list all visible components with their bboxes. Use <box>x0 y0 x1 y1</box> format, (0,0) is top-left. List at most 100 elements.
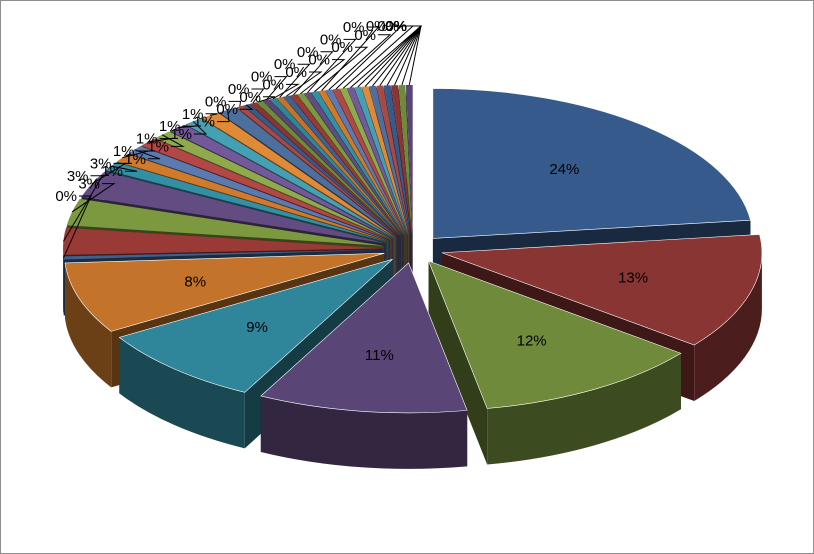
leader-line-20 <box>240 104 254 110</box>
slice-29 <box>304 92 404 236</box>
slice-1 <box>441 234 763 346</box>
slice-43 <box>405 84 413 235</box>
slice-label-18: 1% <box>193 114 215 131</box>
slice-label-27: 0% <box>297 44 319 61</box>
slice-label-9: 3% <box>90 155 112 172</box>
leader-line-11 <box>122 150 149 159</box>
slice-label-7: 3% <box>67 168 89 185</box>
leader-line-32 <box>328 34 392 91</box>
slice-label-38: 0% <box>385 18 407 35</box>
slice-label-36: 0% <box>385 18 407 35</box>
slice-22 <box>256 100 400 237</box>
slice-rim-1-0 <box>694 252 762 402</box>
slice-38 <box>369 85 410 236</box>
slice-label-17: 1% <box>182 106 204 123</box>
slice-label-21: 0% <box>228 81 250 98</box>
leader-line-27 <box>293 51 334 96</box>
slice-20 <box>243 103 399 237</box>
slice-label-11: 1% <box>113 143 135 160</box>
slice-41 <box>391 85 412 235</box>
slice-5 <box>64 252 385 332</box>
slice-label-15: 1% <box>159 118 181 135</box>
slice-label-31: 0% <box>343 19 365 36</box>
slice-label-20: 0% <box>216 101 238 118</box>
leader-line-21 <box>251 88 265 104</box>
slice-15 <box>170 124 393 239</box>
slice-13 <box>141 138 391 240</box>
slice-label-34: 0% <box>377 18 399 35</box>
slice-label-12: 1% <box>124 151 146 168</box>
leader-line-15 <box>177 125 195 129</box>
leader-line-12 <box>134 149 161 160</box>
slice-23 <box>263 99 401 237</box>
slice-label-24: 0% <box>262 76 284 93</box>
slice-35 <box>347 87 408 236</box>
leader-line-29 <box>307 38 357 93</box>
slice-rim-2-0 <box>487 353 681 465</box>
slice-label-32: 0% <box>354 27 376 44</box>
pie-tops <box>63 84 763 414</box>
slice-label-23: 0% <box>251 69 273 86</box>
slice-label-39: 0% <box>385 18 407 35</box>
leader-line-10 <box>110 165 138 172</box>
slice-7 <box>63 227 384 255</box>
slice-label-37: 0% <box>385 18 407 35</box>
slice-19 <box>236 105 399 237</box>
slice-11 <box>116 154 389 242</box>
slice-42 <box>398 84 413 235</box>
slice-34 <box>339 87 408 236</box>
slice-24 <box>269 98 401 237</box>
leader-line-14 <box>161 134 185 147</box>
slice-40 <box>383 85 411 235</box>
slice-14 <box>155 131 392 240</box>
slice-label-5: 8% <box>184 273 206 290</box>
leader-line-22 <box>259 96 276 103</box>
slice-label-16: 1% <box>170 126 192 143</box>
slice-label-8: 3% <box>78 176 100 193</box>
slice-25 <box>276 96 402 236</box>
slice-label-26: 0% <box>285 64 307 81</box>
slice-3 <box>260 262 468 414</box>
slice-label-41: 0% <box>385 18 407 35</box>
slice-label-42: 0% <box>385 18 407 35</box>
slice-27 <box>290 94 403 236</box>
slice-label-19: 0% <box>205 93 227 110</box>
slice-33 <box>332 88 407 236</box>
slice-label-40: 0% <box>385 18 407 35</box>
slice-6 <box>63 249 384 260</box>
slice-0 <box>432 88 751 239</box>
slice-28 <box>297 93 404 236</box>
slice-label-2: 12% <box>517 332 547 349</box>
slice-32 <box>325 89 406 236</box>
leader-line-24 <box>272 83 300 100</box>
slice-rim-4-0 <box>119 337 245 449</box>
slice-16 <box>185 118 395 239</box>
slice-26 <box>283 95 403 236</box>
slice-31 <box>318 90 406 236</box>
slice-rim-3-0 <box>260 395 468 469</box>
leader-line-19 <box>228 100 242 107</box>
slice-21 <box>249 102 400 237</box>
leader-line-13 <box>147 138 172 143</box>
leader-line-25 <box>279 63 311 98</box>
slice-label-43: 0% <box>385 18 407 35</box>
leader-line-8 <box>71 183 116 213</box>
slice-10 <box>106 162 388 242</box>
slice-label-35: 0% <box>385 18 407 35</box>
slice-label-30: 0% <box>331 39 353 56</box>
leader-line-16 <box>192 120 208 135</box>
slice-9 <box>81 171 386 244</box>
slice-label-3: 11% <box>365 347 394 364</box>
slice-label-29: 0% <box>320 31 342 48</box>
slice-label-10: 1% <box>101 163 123 180</box>
leader-line-28 <box>300 59 346 95</box>
slice-label-33: 0% <box>366 18 388 35</box>
slice-12 <box>128 146 390 241</box>
leader-line-31 <box>321 26 380 91</box>
leader-line-9 <box>91 162 128 185</box>
leader-line-17 <box>205 113 218 116</box>
slice-label-14: 1% <box>147 138 169 155</box>
leader-line-30 <box>314 46 369 92</box>
